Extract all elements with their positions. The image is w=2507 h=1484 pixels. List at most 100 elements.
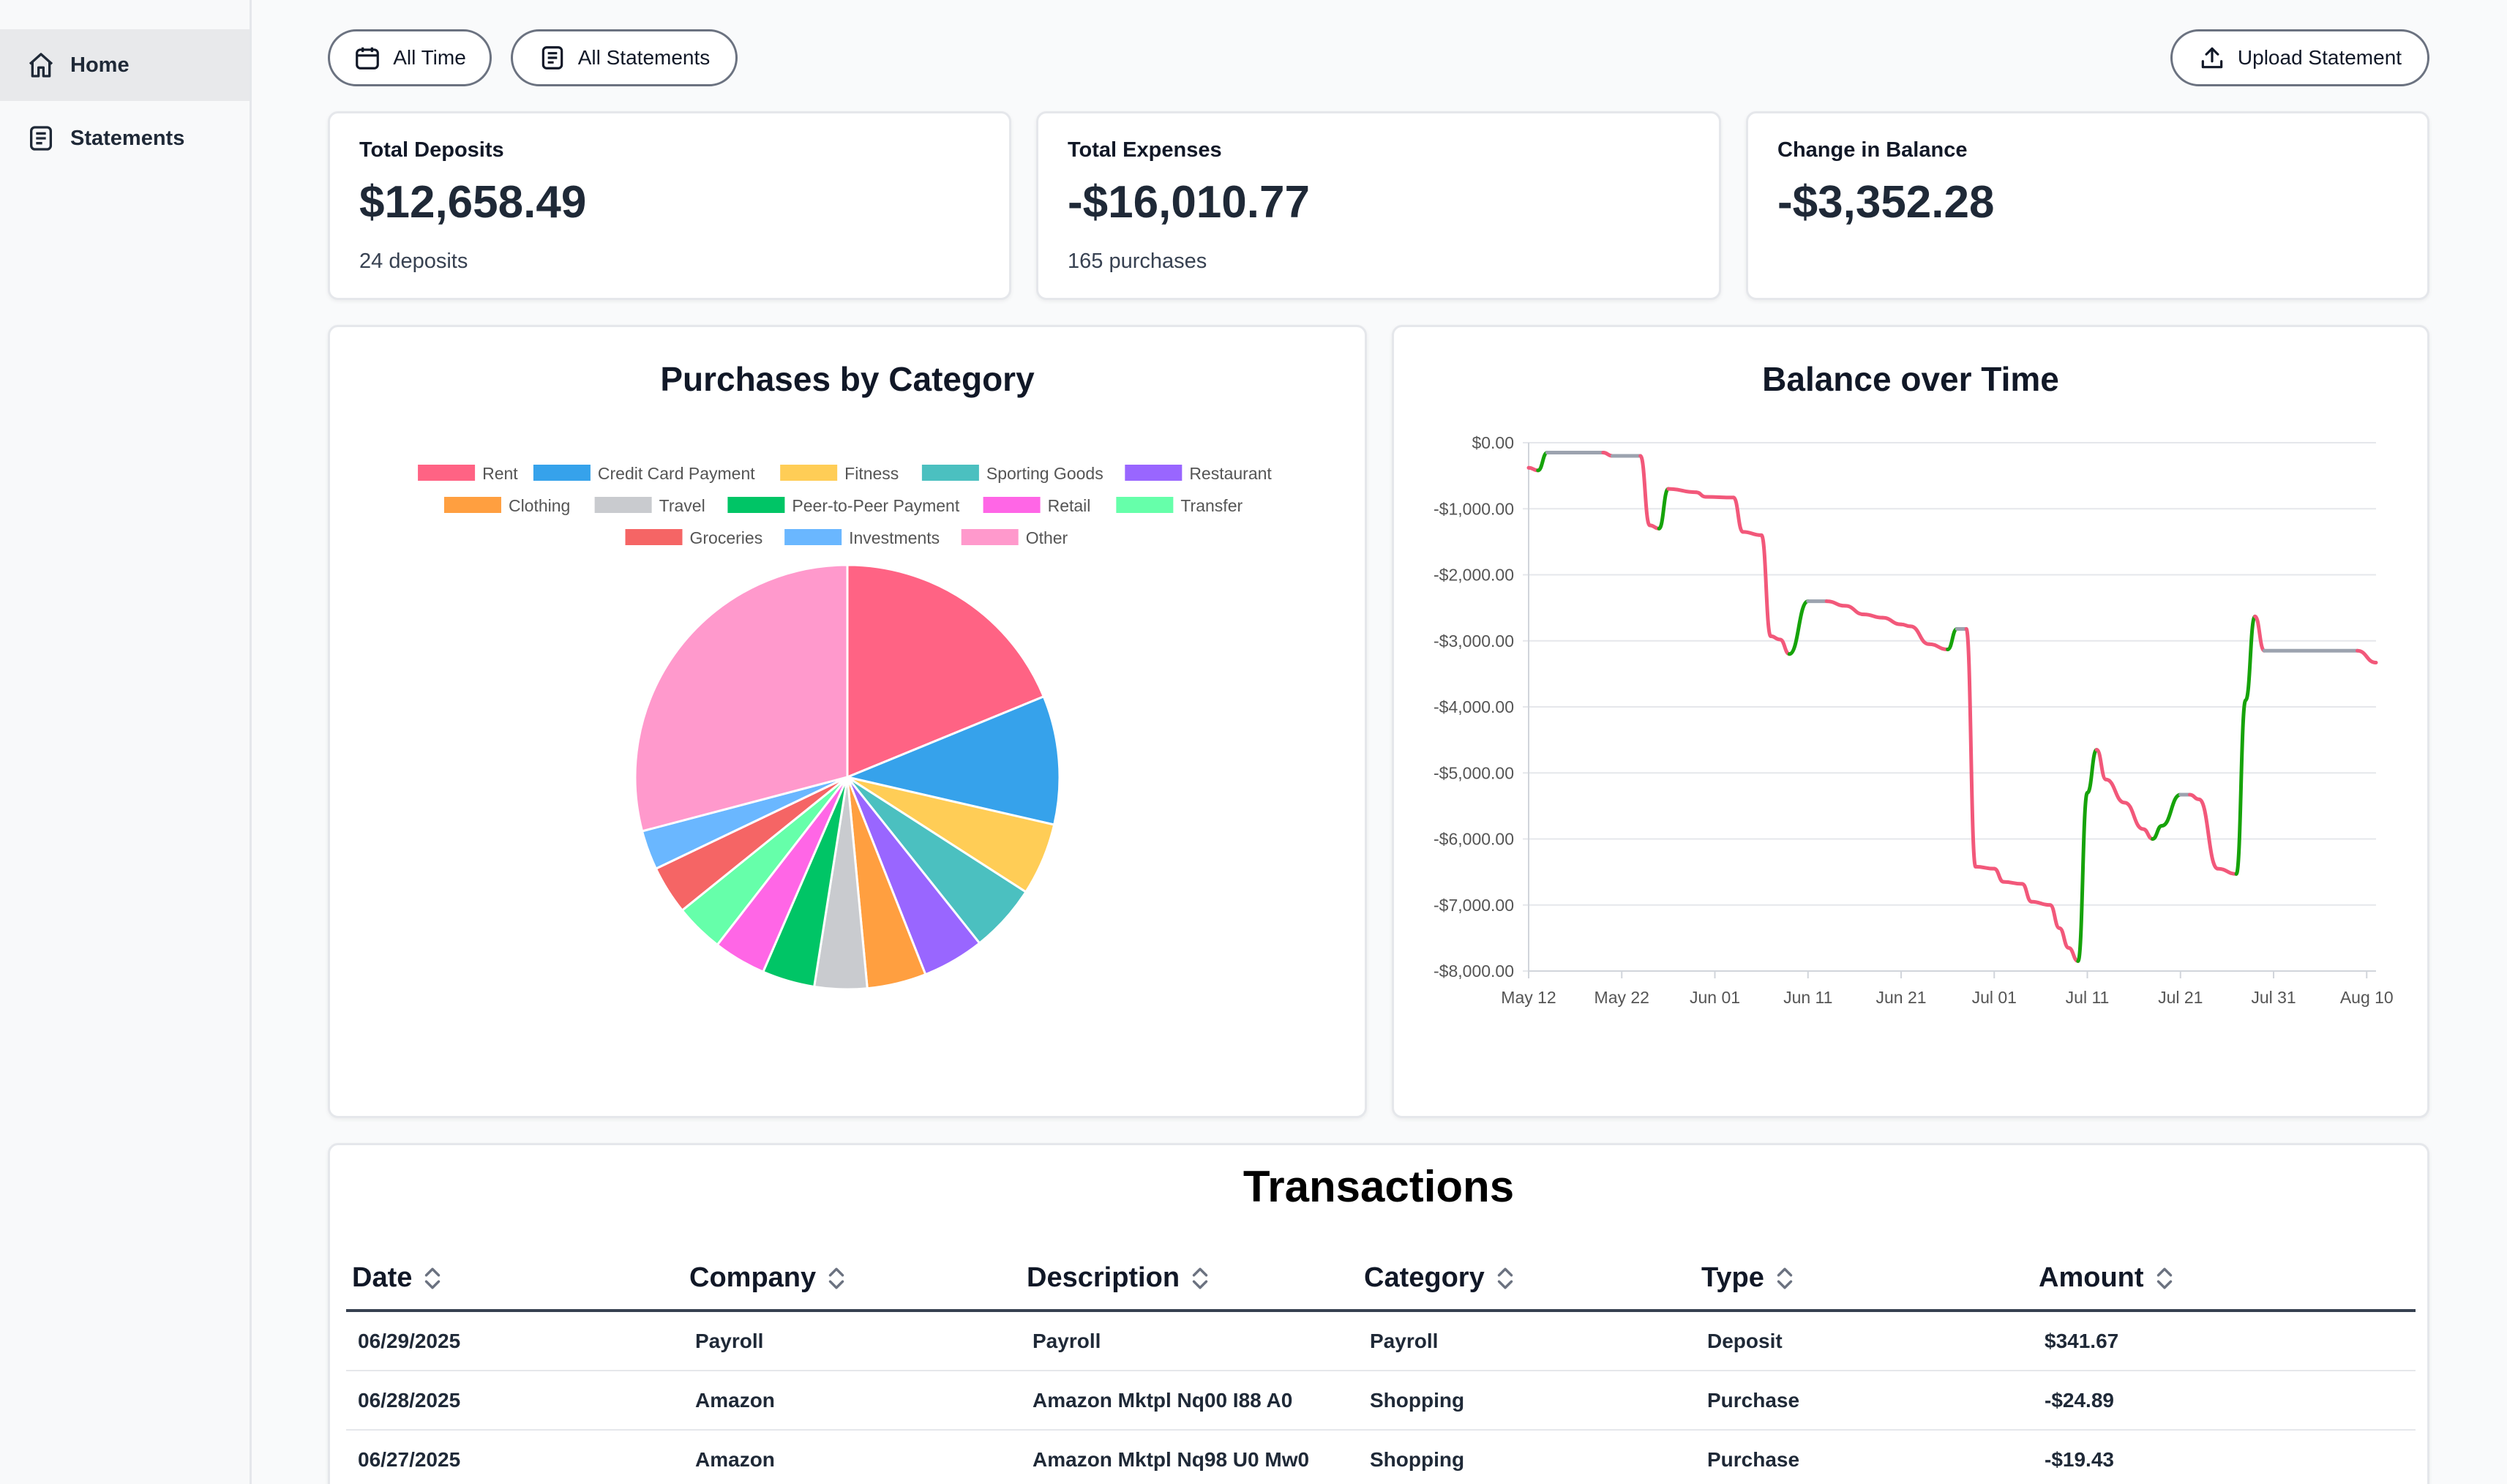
table-cell-description: Payroll bbox=[1033, 1330, 1101, 1352]
statement-filter-label: All Statements bbox=[577, 46, 711, 69]
column-header-description[interactable]: Description bbox=[1027, 1262, 1210, 1294]
y-tick-label: -$8,000.00 bbox=[1434, 962, 1514, 981]
legend-swatch bbox=[443, 497, 501, 513]
stat-value: $12,658.49 bbox=[359, 177, 587, 228]
legend-label: Investments bbox=[849, 528, 940, 547]
x-tick-label: Jul 01 bbox=[1972, 988, 2017, 1007]
y-tick-label: -$4,000.00 bbox=[1434, 697, 1514, 716]
balance-line-segment bbox=[2048, 903, 2061, 930]
stat-label: Total Deposits bbox=[359, 138, 504, 162]
balance-line-segment bbox=[1666, 487, 1698, 495]
table-cell-description: Amazon Mktpl Nq00 I88 A0 bbox=[1033, 1389, 1293, 1412]
y-tick-label: -$5,000.00 bbox=[1434, 763, 1514, 782]
table-cell-category: Shopping bbox=[1370, 1448, 1465, 1471]
column-header-type[interactable]: Type bbox=[1701, 1262, 1795, 1294]
legend-item[interactable]: Other bbox=[961, 528, 1068, 547]
x-tick-label: Jul 21 bbox=[2158, 988, 2203, 1007]
purchases-by-category-card: Purchases by Category Rent Credit Card Pa… bbox=[328, 325, 1367, 1118]
table-cell-type: Purchase bbox=[1707, 1389, 1800, 1412]
legend-swatch bbox=[533, 465, 591, 481]
column-header-company[interactable]: Company bbox=[689, 1262, 847, 1294]
table-cell-amount: -$19.43 bbox=[2045, 1448, 2114, 1471]
balance-line-segment bbox=[1787, 599, 1810, 656]
x-tick-label: May 22 bbox=[1594, 988, 1649, 1007]
table-row[interactable]: 06/29/2025 Payroll Payroll Payroll Deposit $3… bbox=[346, 1312, 2416, 1371]
pie-chart: Rent Credit Card Payment Fitness Sporting G… bbox=[418, 464, 1272, 991]
time-filter-button[interactable]: All Time bbox=[328, 29, 492, 86]
legend-swatch bbox=[921, 465, 979, 481]
table-cell-date: 06/27/2025 bbox=[358, 1448, 461, 1471]
sort-icon bbox=[425, 1267, 441, 1289]
x-tick-label: Jun 11 bbox=[1783, 988, 1832, 1007]
balance-line-segment bbox=[2001, 880, 2024, 886]
column-header-label: Description bbox=[1027, 1262, 1180, 1293]
y-tick-label: -$2,000.00 bbox=[1434, 566, 1514, 585]
sidebar-item-label: Home bbox=[70, 53, 130, 77]
sort-icon bbox=[1497, 1267, 1513, 1289]
legend-item[interactable]: Clothing bbox=[443, 496, 570, 515]
balance-line-segment bbox=[2141, 827, 2155, 841]
table-cell-type: Purchase bbox=[1707, 1448, 1800, 1471]
balance-line-segment bbox=[1759, 533, 1773, 638]
legend-item[interactable]: Fitness bbox=[780, 464, 899, 483]
x-tick-label: Jul 11 bbox=[2066, 988, 2110, 1007]
sidebar: Home Statements bbox=[0, 0, 252, 1484]
legend-label: Transfer bbox=[1180, 496, 1243, 515]
column-header-amount[interactable]: Amount bbox=[2039, 1262, 2175, 1294]
sidebar-item-statements[interactable]: Statements bbox=[0, 102, 250, 174]
table-cell-type: Deposit bbox=[1707, 1330, 1783, 1352]
table-cell-category: Shopping bbox=[1370, 1389, 1465, 1412]
upload-icon bbox=[2201, 47, 2223, 69]
legend-item[interactable]: Investments bbox=[784, 528, 940, 547]
table-cell-description: Amazon Mktpl Nq98 U0 Mw0 bbox=[1033, 1448, 1310, 1471]
balance-line-segment bbox=[2216, 866, 2238, 876]
legend-swatch bbox=[625, 529, 683, 545]
balance-line-segment bbox=[2086, 748, 2099, 795]
document-icon bbox=[542, 46, 563, 70]
column-header-date[interactable]: Date bbox=[352, 1262, 443, 1294]
legend-item[interactable]: Groceries bbox=[625, 528, 763, 547]
table-row[interactable]: 06/27/2025 Amazon Amazon Mktpl Nq98 U0 Mw0… bbox=[346, 1431, 2416, 1484]
document-icon bbox=[30, 126, 52, 151]
legend-item[interactable]: Sporting Goods bbox=[921, 464, 1103, 483]
legend-label: Restaurant bbox=[1189, 464, 1272, 483]
legend-label: Peer-to-Peer Payment bbox=[792, 496, 959, 515]
legend-swatch bbox=[784, 529, 842, 545]
table-cell-company: Amazon bbox=[695, 1389, 775, 1412]
pie-slice-other[interactable] bbox=[634, 563, 849, 833]
upload-statement-button[interactable]: Upload Statement bbox=[2170, 29, 2429, 86]
balance-line-segment bbox=[2234, 698, 2248, 876]
sidebar-item-home[interactable]: Home bbox=[0, 29, 250, 101]
statement-filter-button[interactable]: All Statements bbox=[511, 29, 738, 86]
legend-label: Clothing bbox=[509, 496, 570, 515]
balance-line-segment bbox=[2151, 823, 2164, 841]
x-tick-label: May 12 bbox=[1501, 988, 1556, 1007]
stat-label: Change in Balance bbox=[1777, 138, 1968, 162]
pie-slice-credit-card-payment[interactable] bbox=[844, 694, 1061, 826]
y-tick-label: -$1,000.00 bbox=[1434, 499, 1514, 518]
column-header-category[interactable]: Category bbox=[1364, 1262, 1515, 1294]
balance-over-time-card: Balance over Time $0.00 -$1,000.00 -$2,000… bbox=[1392, 325, 2429, 1118]
table-cell-amount: -$24.89 bbox=[2045, 1389, 2114, 1412]
table-cell-date: 06/28/2025 bbox=[358, 1389, 461, 1412]
y-tick-label: -$7,000.00 bbox=[1434, 896, 1514, 915]
legend-swatch bbox=[1116, 497, 1174, 513]
balance-line-segment bbox=[1927, 642, 1950, 651]
x-tick-label: Jul 31 bbox=[2251, 988, 2296, 1007]
y-tick-label: $0.00 bbox=[1472, 433, 1514, 452]
legend-item[interactable]: Peer-to-Peer Payment bbox=[727, 496, 960, 515]
balance-line-segment bbox=[2356, 648, 2378, 665]
legend-item[interactable]: Rent bbox=[418, 464, 518, 483]
legend-item[interactable]: Travel bbox=[594, 496, 705, 515]
pie-slice-rent[interactable] bbox=[846, 563, 1046, 779]
y-tick-label: -$6,000.00 bbox=[1434, 830, 1514, 849]
table-row[interactable]: 06/28/2025 Amazon Amazon Mktpl Nq00 I88 A0… bbox=[346, 1371, 2416, 1431]
column-header-label: Amount bbox=[2039, 1262, 2144, 1293]
stat-subtext: 24 deposits bbox=[359, 250, 468, 273]
legend-item[interactable]: Retail bbox=[983, 496, 1091, 515]
column-header-label: Date bbox=[352, 1262, 413, 1293]
legend-item[interactable]: Transfer bbox=[1116, 496, 1243, 515]
legend-item[interactable]: Restaurant bbox=[1125, 464, 1272, 483]
x-tick-label: Aug 10 bbox=[2340, 988, 2394, 1007]
legend-item[interactable]: Credit Card Payment bbox=[533, 464, 755, 483]
